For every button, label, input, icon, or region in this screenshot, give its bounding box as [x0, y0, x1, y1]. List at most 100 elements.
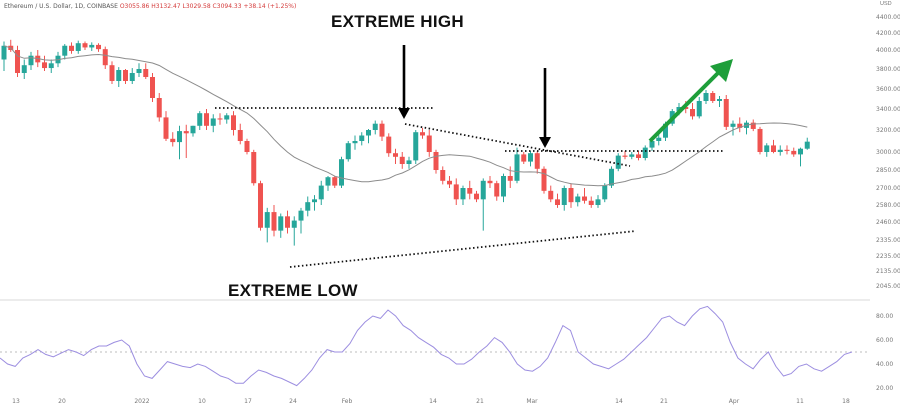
candle-body [568, 188, 574, 203]
candle-body [28, 55, 34, 66]
candle-body [460, 188, 466, 200]
time-axis-label: 2022 [134, 398, 149, 405]
price-axis-label: 4400.00 [876, 14, 900, 21]
candle-body [771, 145, 776, 152]
candle-body [649, 141, 655, 148]
candle-body [453, 184, 459, 200]
moving-average-line [3, 45, 808, 187]
breakout-up-arrow-shaft [648, 69, 722, 143]
candle-body [1, 45, 7, 60]
candle-body [609, 168, 614, 186]
candle-body [305, 202, 311, 211]
candle-body [750, 122, 756, 129]
time-axis-label: 17 [244, 398, 252, 405]
price-axis-label: 2045.00 [876, 283, 900, 290]
candle-body [622, 155, 628, 157]
breakout-up-arrow-head [710, 59, 733, 82]
instrument-name: Ethereum / U.S. Dollar, 1D, COINBASE [4, 3, 118, 10]
candle-body [791, 150, 797, 155]
candle-body [318, 185, 324, 200]
candle-body [386, 136, 392, 154]
candle-body [656, 137, 662, 141]
time-axis-label: Apr [729, 398, 740, 405]
candle-body [717, 99, 722, 101]
candle-body [723, 99, 729, 127]
candle-body [210, 118, 216, 126]
candle-body [69, 45, 74, 51]
time-axis-label: 18 [842, 398, 850, 405]
candle-body [325, 177, 331, 186]
candle-body [278, 216, 284, 231]
currency-label: USD [880, 1, 892, 7]
candle-body [447, 180, 452, 185]
candle-body [123, 70, 128, 81]
candle-body [21, 65, 27, 73]
candle-body [359, 135, 365, 141]
time-axis-label: 14 [429, 398, 437, 405]
candle-body [420, 132, 425, 136]
candle-body [251, 152, 257, 184]
time-axis-label: Feb [342, 398, 353, 405]
candle-body [62, 45, 68, 56]
time-axis-label: Mar [526, 398, 538, 405]
candle-body [561, 188, 567, 205]
candle-body [501, 176, 506, 197]
indicator-axis-label: 60.00 [876, 337, 893, 344]
time-axis-label: 11 [796, 398, 804, 405]
time-axis-label: 20 [58, 398, 66, 405]
candle-body [710, 93, 716, 101]
extreme-low-label: EXTREME LOW [228, 281, 358, 300]
price-axis-label: 3400.00 [876, 106, 900, 113]
indicator-axis-label: 20.00 [876, 385, 893, 392]
candle-body [345, 143, 351, 160]
candle-body [231, 115, 236, 130]
candle-body [82, 43, 88, 48]
candle-body [521, 154, 527, 162]
candle-body [629, 154, 635, 157]
time-axis-label: 21 [476, 398, 484, 405]
candle-body [136, 69, 142, 73]
instrument-header: Ethereum / U.S. Dollar, 1D, COINBASE O30… [4, 3, 296, 10]
candle-body [102, 49, 108, 66]
candle-body [183, 131, 189, 134]
extreme-high-label: EXTREME HIGH [331, 12, 465, 31]
candle-body [399, 156, 405, 164]
candle-body [487, 180, 493, 184]
price-axis-label: 2135.00 [876, 268, 900, 275]
indicator-axis-label: 40.00 [876, 361, 893, 368]
candle-body [150, 77, 155, 98]
extreme-high-arrow-head [398, 108, 410, 119]
candle-body [507, 176, 513, 181]
candle-body [514, 154, 520, 181]
candle-body [291, 220, 297, 228]
candle-body [804, 141, 810, 149]
indicator-line [0, 305, 853, 387]
price-axis-label: 2850.00 [876, 167, 900, 174]
candle-body [312, 199, 317, 203]
candle-body [271, 212, 277, 231]
candle-body [298, 210, 304, 221]
price-axis-label: 2235.00 [876, 253, 900, 260]
candle-body [237, 130, 243, 141]
candle-body [541, 168, 547, 191]
price-axis-label: 4000.00 [876, 47, 900, 54]
price-axis-label: 2700.00 [876, 185, 900, 192]
time-axis-label: 14 [615, 398, 623, 405]
candle-body [582, 196, 587, 201]
candle-body [89, 44, 95, 48]
candle-body [555, 199, 560, 205]
candle-body [109, 65, 115, 81]
candle-body [534, 153, 540, 169]
candle-body [433, 152, 439, 170]
price-axis-label: 2460.00 [876, 219, 900, 226]
price-axis-label: 3200.00 [876, 127, 900, 134]
candle-body [393, 153, 398, 157]
candle-body [440, 170, 446, 181]
price-axis-label: 3600.00 [876, 86, 900, 93]
candle-body [777, 149, 783, 152]
candle-body [690, 109, 695, 117]
price-axis-label: 3000.00 [876, 149, 900, 156]
candle-body [42, 62, 47, 69]
candle-body [366, 130, 371, 136]
